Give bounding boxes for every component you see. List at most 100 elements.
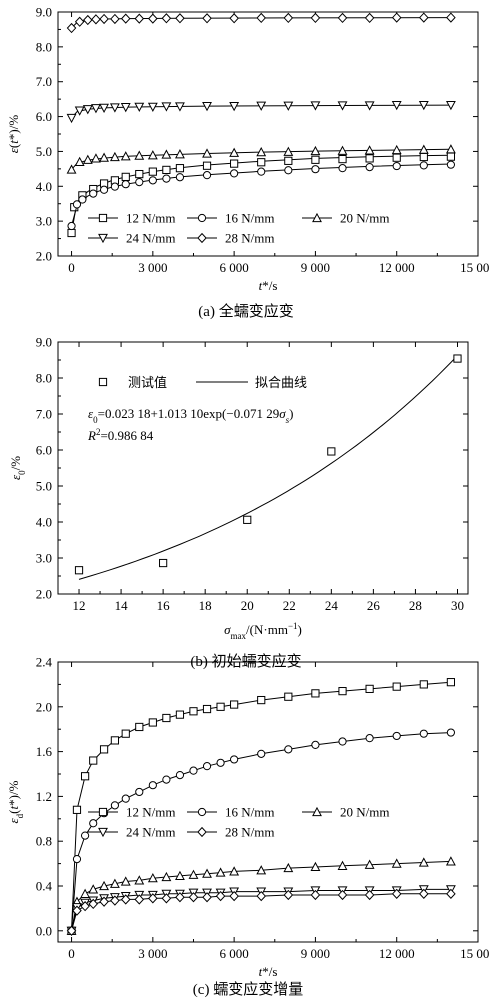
- r-squared: R2=0.986 84: [87, 427, 154, 443]
- data-point: [110, 736, 120, 745]
- data-point: [120, 13, 131, 24]
- legend-marker: [312, 806, 322, 817]
- data-point: [147, 872, 158, 883]
- data-point: [364, 145, 375, 155]
- data-point: [121, 172, 130, 181]
- data-point: [80, 772, 90, 781]
- data-point: [74, 16, 85, 27]
- data-point: [175, 173, 185, 182]
- data-point: [66, 164, 77, 174]
- data-point: [337, 889, 348, 901]
- x-tick-label: 18: [199, 598, 212, 613]
- data-point: [284, 166, 293, 175]
- data-point: [202, 148, 212, 158]
- test-point: [74, 566, 84, 575]
- data-point: [175, 102, 185, 112]
- data-point: [161, 102, 172, 112]
- series-28-N-mm: [66, 888, 456, 936]
- data-point: [175, 164, 185, 173]
- data-point: [365, 154, 374, 163]
- data-point: [135, 178, 144, 187]
- data-point: [215, 890, 226, 902]
- data-point: [446, 12, 456, 23]
- data-point: [80, 901, 90, 912]
- data-point: [283, 101, 294, 111]
- data-point: [229, 102, 240, 112]
- data-point: [121, 794, 130, 803]
- data-point: [446, 678, 456, 687]
- data-point: [446, 728, 456, 737]
- data-point: [365, 684, 374, 693]
- y-tick-label: 5.0: [36, 479, 52, 494]
- data-point: [89, 819, 98, 828]
- data-point: [419, 729, 428, 738]
- data-point: [202, 868, 212, 878]
- data-point: [110, 801, 120, 810]
- data-point: [175, 870, 185, 881]
- y-tick-label: 4.0: [36, 515, 52, 530]
- legend-marker: [197, 232, 207, 244]
- data-point: [229, 890, 239, 902]
- data-point: [392, 682, 401, 691]
- data-point: [257, 695, 266, 705]
- data-point: [365, 734, 374, 743]
- data-point: [283, 146, 294, 156]
- data-point: [66, 113, 77, 124]
- y-tick-label: 7.0: [36, 74, 52, 89]
- data-point: [66, 22, 77, 34]
- y-tick-label: 5.0: [36, 144, 52, 159]
- y-tick-label: 9.0: [36, 335, 52, 350]
- legend-label: 24 N/mm: [126, 231, 175, 246]
- data-point: [148, 893, 158, 904]
- data-point: [284, 745, 293, 754]
- data-point: [91, 153, 101, 163]
- x-axis-label: t*/s: [259, 278, 278, 293]
- data-point: [364, 889, 375, 901]
- data-point: [162, 174, 171, 183]
- x-tick-label: 20: [241, 598, 254, 613]
- fit-equation: ε0=0.023 18+1.013 10exp(−0.071 29σs): [88, 406, 294, 425]
- series-20-N-mm: [66, 144, 456, 174]
- data-point: [229, 13, 239, 24]
- data-point: [72, 805, 82, 814]
- legend-label: 拟合曲线: [255, 375, 307, 390]
- data-point: [391, 888, 402, 899]
- data-point: [392, 153, 401, 162]
- x-tick-label: 22: [283, 598, 296, 613]
- fit-curve: [78, 355, 458, 580]
- data-point: [419, 888, 429, 899]
- legend-marker: [98, 827, 108, 838]
- y-axis-label: ε0/%: [8, 456, 27, 480]
- data-point: [392, 731, 401, 741]
- x-tick-label: 12: [73, 598, 86, 613]
- data-point: [188, 869, 199, 879]
- data-point: [83, 14, 93, 26]
- plot-frame: [57, 661, 479, 943]
- data-point: [284, 156, 293, 165]
- data-point: [256, 12, 267, 24]
- test-point: [159, 558, 168, 568]
- data-point: [229, 147, 240, 157]
- series-24-N-mm: [66, 100, 456, 124]
- data-point: [446, 160, 456, 169]
- x-tick-label: 15 000: [460, 260, 489, 275]
- chart-panel-a: 0 3 000 6 000 9 000 12 000 15 000 2.0 3.0 4.0 5.0…: [6, 5, 489, 321]
- data-point: [202, 704, 212, 714]
- data-point: [175, 892, 185, 903]
- data-point: [445, 856, 456, 866]
- data-point: [121, 729, 130, 738]
- data-point: [338, 154, 347, 164]
- legend-label: 16 N/mm: [225, 805, 274, 820]
- data-point: [120, 876, 131, 886]
- legend-marker: [98, 377, 108, 387]
- data-point: [147, 150, 158, 160]
- data-point: [161, 871, 172, 882]
- data-point: [338, 164, 347, 173]
- x-tick-label: 0: [68, 260, 75, 275]
- data-point: [91, 14, 101, 25]
- data-point: [419, 680, 428, 689]
- data-point: [337, 101, 348, 111]
- data-point: [89, 756, 98, 765]
- data-point: [445, 144, 456, 154]
- legend-label: 28 N/mm: [225, 231, 274, 246]
